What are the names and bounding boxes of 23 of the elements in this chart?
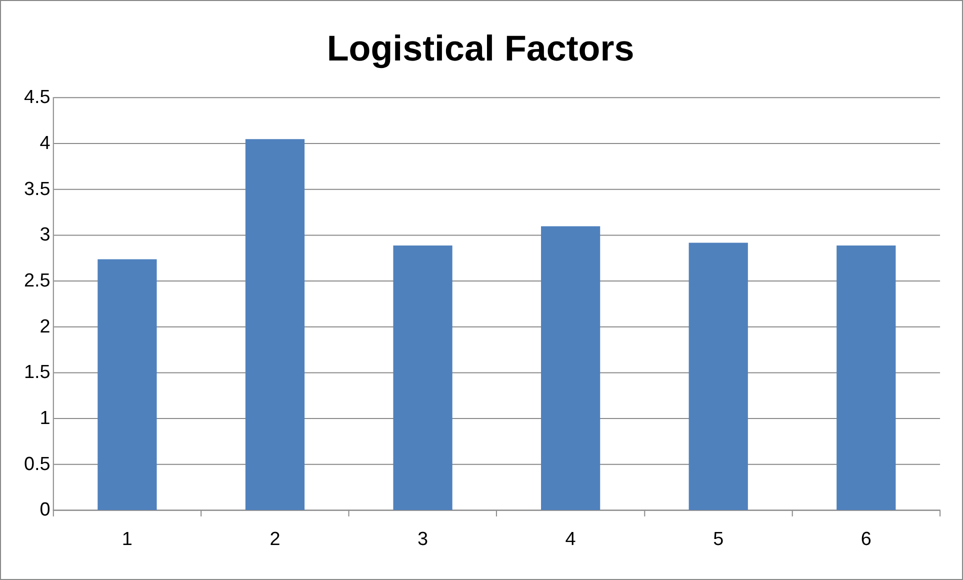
x-tick-label: 5: [713, 528, 724, 550]
y-tick-label: 3.5: [24, 178, 50, 200]
y-tick-label: 0: [40, 500, 50, 521]
y-tick-label: 1.5: [24, 362, 50, 384]
y-tick-label: 4: [40, 132, 50, 154]
x-tick-label: 2: [270, 528, 280, 550]
bar: [836, 245, 896, 510]
x-tick-label: 4: [565, 528, 576, 550]
y-tick-label: 2.5: [24, 270, 50, 292]
bar: [541, 226, 600, 510]
x-tick-label: 3: [418, 528, 428, 550]
chart-title: Logistical Factors: [326, 28, 634, 68]
y-tick-label: 1: [40, 408, 50, 429]
y-tick-label: 4.5: [24, 87, 50, 108]
y-tick-label: 0.5: [24, 454, 50, 475]
bar: [245, 139, 305, 510]
x-tick-label: 6: [860, 528, 872, 550]
bar: [98, 259, 157, 510]
bar: [688, 242, 748, 510]
y-tick-label: 2: [40, 316, 50, 338]
y-tick-label: 3: [40, 224, 50, 246]
x-tick-label: 1: [122, 528, 132, 550]
bar: [393, 245, 452, 510]
